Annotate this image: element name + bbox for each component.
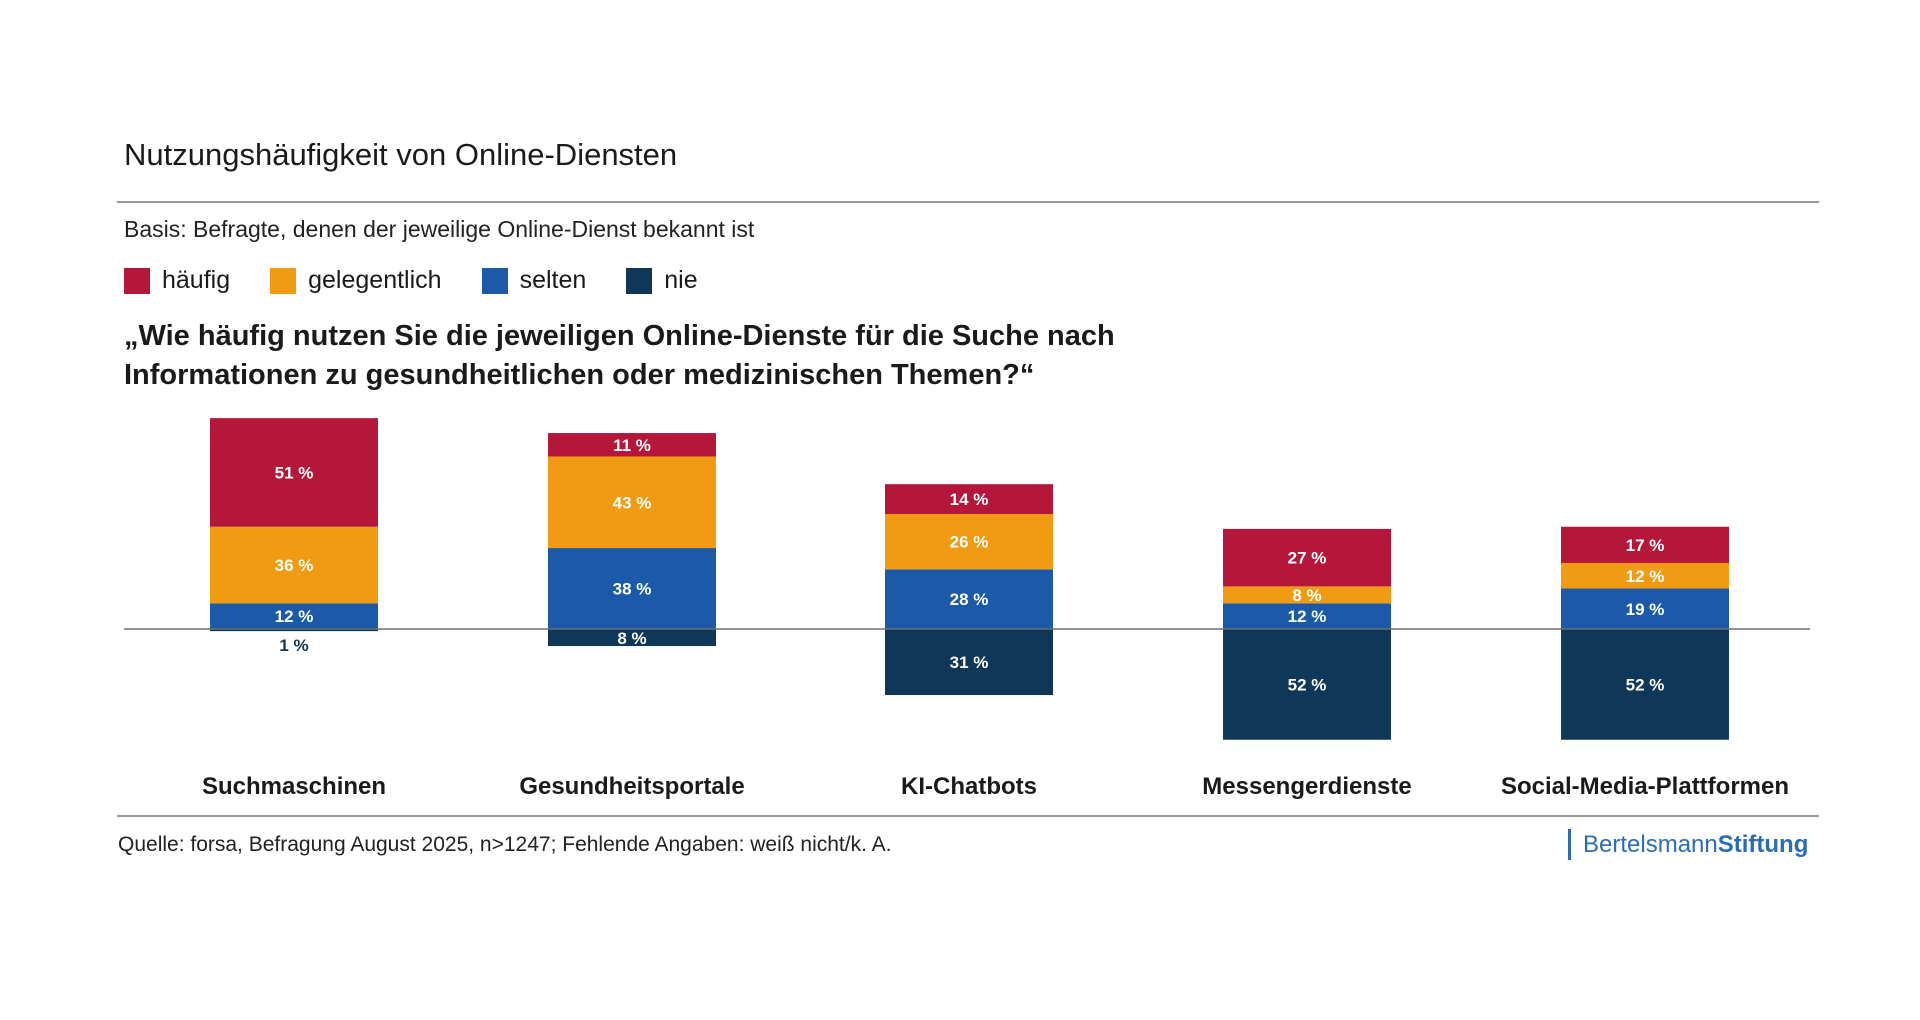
data-label-nie-social-media-plattformen: 52 % — [1626, 675, 1665, 694]
brand-logo-part-1: Bertelsmann — [1583, 831, 1718, 858]
legend-label-selten: selten — [519, 266, 587, 294]
bar-gelegentlich-messengerdienste — [1223, 586, 1391, 604]
category-label-social-media-plattformen: Social-Media-Plattformen — [1501, 773, 1789, 800]
data-label-haeufig-social-media-plattformen: 17 % — [1626, 536, 1665, 555]
bar-haeufig-messengerdienste — [1223, 528, 1391, 587]
bar-nie-ki-chatbots — [885, 629, 1053, 696]
bar-gelegentlich-suchmaschinen — [210, 526, 378, 604]
survey-question-line-1: „Wie häufig nutzen Sie die jeweiligen On… — [124, 320, 1115, 352]
bar-nie-gesundheitsportale — [548, 629, 716, 647]
legend-item-nie: nie — [626, 266, 698, 295]
category-label-messengerdienste: Messengerdienste — [1202, 773, 1411, 800]
bar-haeufig-gesundheitsportale — [548, 433, 716, 457]
data-label-haeufig-messengerdienste: 27 % — [1288, 549, 1327, 568]
legend-label-haeufig: häufig — [162, 266, 231, 294]
bar-haeufig-suchmaschinen — [210, 418, 378, 527]
bar-selten-gesundheitsportale — [548, 548, 716, 629]
data-label-haeufig-ki-chatbots: 14 % — [950, 490, 989, 509]
bar-selten-messengerdienste — [1223, 603, 1391, 629]
data-label-gelegentlich-gesundheitsportale: 43 % — [613, 493, 652, 512]
legend: häufig gelegentlich selten nie — [124, 266, 738, 295]
bar-gelegentlich-social-media-plattformen — [1561, 562, 1729, 589]
bar-nie-messengerdienste — [1223, 629, 1391, 740]
bar-selten-social-media-plattformen — [1561, 588, 1729, 629]
data-label-gelegentlich-social-media-plattformen: 12 % — [1626, 567, 1665, 586]
source-note: Quelle: forsa, Befragung August 2025, n>… — [118, 833, 892, 856]
data-label-gelegentlich-messengerdienste: 8 % — [1292, 586, 1321, 605]
legend-label-gelegentlich: gelegentlich — [308, 266, 442, 294]
bottom-divider — [117, 815, 1819, 817]
data-label-nie-suchmaschinen: 1 % — [279, 636, 308, 655]
bar-gelegentlich-gesundheitsportale — [548, 456, 716, 549]
legend-swatch-gelegentlich — [270, 267, 297, 294]
bar-nie-suchmaschinen — [210, 629, 378, 632]
legend-swatch-nie — [626, 267, 653, 294]
legend-item-gelegentlich: gelegentlich — [270, 266, 442, 295]
data-label-selten-ki-chatbots: 28 % — [950, 590, 989, 609]
data-label-gelegentlich-suchmaschinen: 36 % — [275, 556, 314, 575]
data-label-haeufig-suchmaschinen: 51 % — [275, 463, 314, 482]
data-label-selten-suchmaschinen: 12 % — [275, 607, 314, 626]
data-label-nie-gesundheitsportale: 8 % — [617, 629, 646, 648]
data-label-selten-gesundheitsportale: 38 % — [613, 580, 652, 599]
legend-swatch-haeufig — [124, 267, 150, 294]
brand-logo-part-2: Stiftung — [1717, 831, 1809, 858]
data-label-nie-messengerdienste: 52 % — [1288, 675, 1327, 694]
brand-logo: BertelsmannStiftung — [1568, 829, 1808, 860]
bar-nie-social-media-plattformen — [1561, 629, 1729, 740]
bar-selten-ki-chatbots — [885, 569, 1053, 629]
chart-subtitle: Basis: Befragte, denen der jeweilige Onl… — [124, 216, 755, 242]
bar-selten-suchmaschinen — [210, 603, 378, 629]
bar-haeufig-social-media-plattformen — [1561, 526, 1729, 563]
data-label-selten-social-media-plattformen: 19 % — [1626, 600, 1665, 619]
category-label-gesundheitsportale: Gesundheitsportale — [519, 773, 744, 800]
data-label-haeufig-gesundheitsportale: 11 % — [613, 436, 651, 455]
data-label-selten-messengerdienste: 12 % — [1288, 607, 1327, 626]
category-label-ki-chatbots: KI-Chatbots — [901, 773, 1037, 800]
chart-title: Nutzungshäufigkeit von Online-Diensten — [124, 137, 678, 172]
category-label-suchmaschinen: Suchmaschinen — [202, 773, 386, 800]
bar-gelegentlich-ki-chatbots — [885, 513, 1053, 570]
legend-item-haeufig: häufig — [124, 266, 230, 295]
data-label-nie-ki-chatbots: 31 % — [950, 653, 989, 672]
legend-swatch-selten — [481, 267, 508, 294]
legend-item-selten: selten — [481, 266, 587, 295]
survey-question: „Wie häufig nutzen Sie die jeweiligen On… — [124, 317, 1115, 395]
data-label-gelegentlich-ki-chatbots: 26 % — [950, 533, 989, 552]
legend-label-nie: nie — [664, 266, 698, 294]
bar-haeufig-ki-chatbots — [885, 484, 1053, 514]
top-divider — [117, 201, 1819, 203]
survey-question-line-2: Informationen zu gesundheitlichen oder m… — [124, 359, 1035, 391]
